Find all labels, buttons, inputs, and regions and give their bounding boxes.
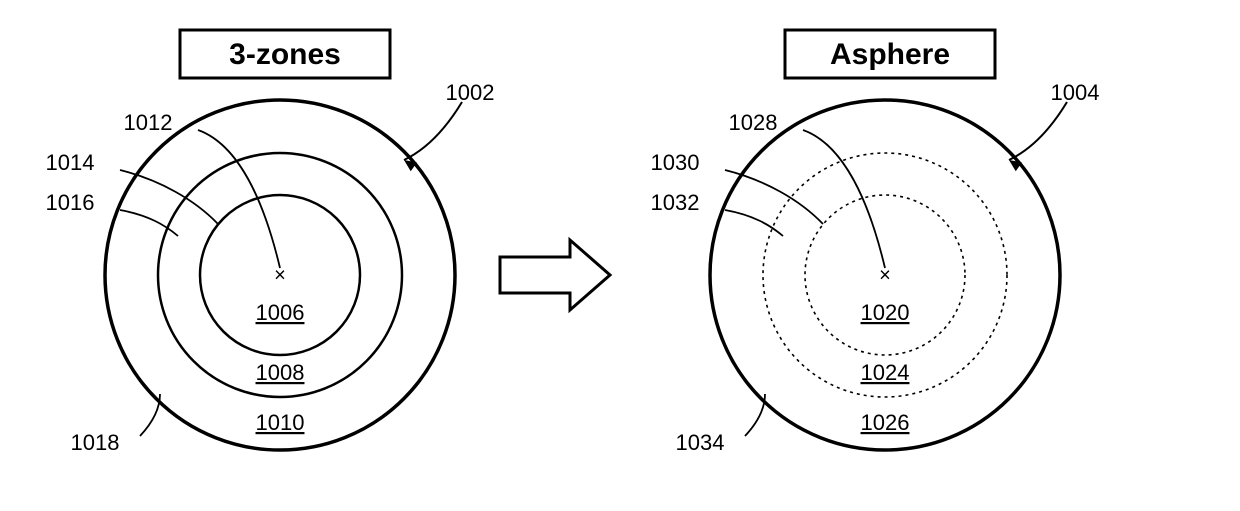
title-text: Asphere — [830, 38, 950, 71]
leader-line — [803, 130, 885, 268]
ref-label: 1030 — [651, 150, 700, 175]
diagram-root: 3-zones×10061008101010121014101610181002… — [0, 0, 1240, 511]
ref-label: 1004 — [1051, 80, 1100, 105]
leader-line — [404, 102, 462, 160]
zone-ref-label: 1024 — [861, 360, 910, 385]
ref-label: 1034 — [676, 430, 725, 455]
transition-arrow — [500, 240, 610, 310]
ref-label: 1018 — [71, 430, 120, 455]
zone-ref-label: 1006 — [256, 300, 305, 325]
leader-line — [1009, 102, 1067, 160]
ref-label: 1028 — [729, 110, 778, 135]
ref-label: 1002 — [446, 80, 495, 105]
zone-ref-label: 1008 — [256, 360, 305, 385]
ref-label: 1032 — [651, 190, 700, 215]
ref-label: 1012 — [124, 110, 173, 135]
zone-ref-label: 1010 — [256, 410, 305, 435]
title-text: 3-zones — [229, 38, 341, 71]
leader-line — [198, 130, 280, 268]
zone-ref-label: 1020 — [861, 300, 910, 325]
zone-ref-label: 1026 — [861, 410, 910, 435]
ref-label: 1014 — [46, 150, 95, 175]
ref-label: 1016 — [46, 190, 95, 215]
